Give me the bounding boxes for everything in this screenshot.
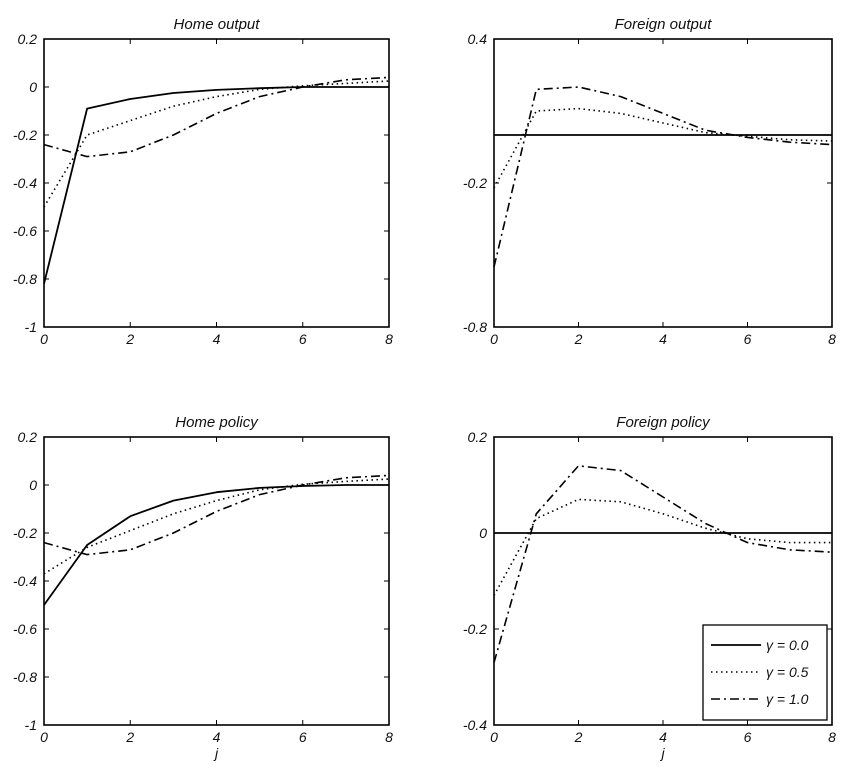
panel-title: Foreign output (615, 16, 713, 33)
y-tick-label: -0.2 (13, 525, 37, 541)
y-tick-label: -0.4 (13, 573, 37, 589)
y-tick-label: 0.2 (468, 429, 488, 445)
x-axis-label: j (213, 745, 219, 761)
y-tick-label: -0.4 (13, 175, 37, 191)
x-tick-label: 6 (744, 729, 752, 745)
x-tick-label: 4 (213, 729, 221, 745)
x-tick-label: 0 (40, 331, 48, 347)
y-tick-label: -0.6 (13, 621, 37, 637)
x-tick-label: 8 (828, 331, 836, 347)
series-line-dashdot (43, 76, 390, 158)
legend: γ = 0.0 γ = 0.5 γ = 1.0 (702, 624, 828, 721)
y-tick-label: 0 (479, 525, 487, 541)
x-tick-label: 2 (574, 331, 583, 347)
axes-frame (493, 38, 833, 328)
panel-foreign-policy: Foreign policy 0 2 4 6 8 0.2 0 -0.2 -0.4 j (463, 414, 836, 761)
y-tick-label: -0.2 (463, 621, 487, 637)
y-tick-label: -0.8 (463, 319, 487, 335)
x-axis-label: j (659, 745, 665, 761)
x-tick-label: 2 (125, 331, 134, 347)
series-line-solid (43, 484, 389, 606)
x-tick-label: 4 (659, 331, 667, 347)
x-tick-label: 2 (125, 729, 134, 745)
legend-box (702, 624, 828, 721)
x-tick-label: 2 (574, 729, 583, 745)
y-tick-label: -0.6 (13, 223, 37, 239)
y-tick-label: -1 (25, 717, 37, 733)
legend-label: γ = 0.0 (766, 637, 809, 653)
panel-title: Foreign policy (616, 414, 711, 431)
y-tick-label: -0.2 (13, 127, 37, 143)
series-line-solid (43, 86, 389, 285)
x-tick-label: 6 (744, 331, 752, 347)
series-line-dotted (43, 80, 390, 208)
x-tick-label: 0 (40, 729, 48, 745)
y-tick-label: 0.2 (18, 31, 38, 47)
x-tick-label: 0 (490, 729, 498, 745)
series-line-dashdot (493, 464, 833, 663)
panel-title: Home output (174, 16, 261, 33)
x-tick-label: 4 (213, 331, 221, 347)
y-tick-label: 0.2 (18, 429, 38, 445)
y-tick-label: -1 (25, 319, 37, 335)
panel-foreign-output: Foreign output 0 2 4 6 8 0.4 -0.2 -0.8 (463, 16, 836, 347)
legend-label: γ = 0.5 (766, 664, 809, 680)
x-tick-label: 8 (385, 331, 393, 347)
series-line-dotted (493, 107, 833, 189)
panel-home-policy: Home policy 0 2 4 6 8 0.2 0 -0.2 -0.4 -0.6 -0.8 -1 j (13, 414, 393, 761)
panel-home-output: Home output 0 2 4 6 8 0.2 0 -0.2 -0.4 -0.6 -0.8 -1 (13, 16, 393, 347)
x-tick-label: 6 (299, 331, 307, 347)
axes-frame (43, 436, 390, 726)
y-tick-label: -0.2 (463, 175, 487, 191)
y-tick-label: 0.4 (468, 31, 488, 47)
legend-label: γ = 1.0 (766, 691, 809, 707)
y-tick-label: -0.4 (463, 717, 487, 733)
x-tick-label: 4 (659, 729, 667, 745)
y-tick-label: 0 (29, 79, 37, 95)
x-tick-label: 0 (490, 331, 498, 347)
series-line-dashdot (493, 86, 833, 268)
y-tick-label: -0.8 (13, 669, 37, 685)
x-tick-label: 8 (385, 729, 393, 745)
x-tick-label: 6 (299, 729, 307, 745)
y-tick-label: -0.8 (13, 271, 37, 287)
series-line-dotted (493, 498, 832, 596)
axes-frame (43, 38, 390, 328)
series-line-dotted (43, 478, 390, 575)
x-tick-label: 8 (828, 729, 836, 745)
panel-title: Home policy (175, 414, 259, 431)
y-tick-label: 0 (29, 477, 37, 493)
series-line-dashdot (43, 474, 390, 556)
